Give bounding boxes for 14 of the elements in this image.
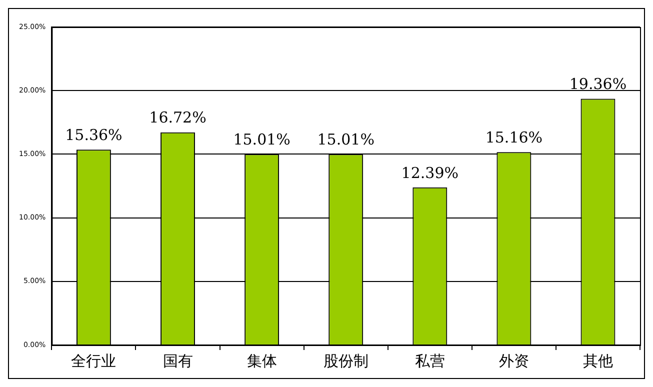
data-label: 12.39% [401, 164, 458, 182]
x-tick-label: 全行业 [71, 352, 116, 370]
x-tick-label: 外资 [498, 352, 529, 370]
data-label: 15.01% [233, 130, 290, 148]
x-tick-label: 国有 [162, 352, 193, 370]
data-label: 15.16% [485, 128, 543, 147]
x-tick-label: 私营 [414, 352, 445, 370]
data-label: 15.01% [317, 130, 374, 148]
x-tick-label: 其他 [582, 352, 613, 370]
x-tick-label: 集体 [246, 352, 277, 370]
data-label: 16.72% [149, 108, 206, 127]
data-label: 15.36% [65, 126, 122, 144]
x-tick-label: 股份制 [323, 352, 368, 370]
data-label: 19.36% [569, 75, 627, 94]
